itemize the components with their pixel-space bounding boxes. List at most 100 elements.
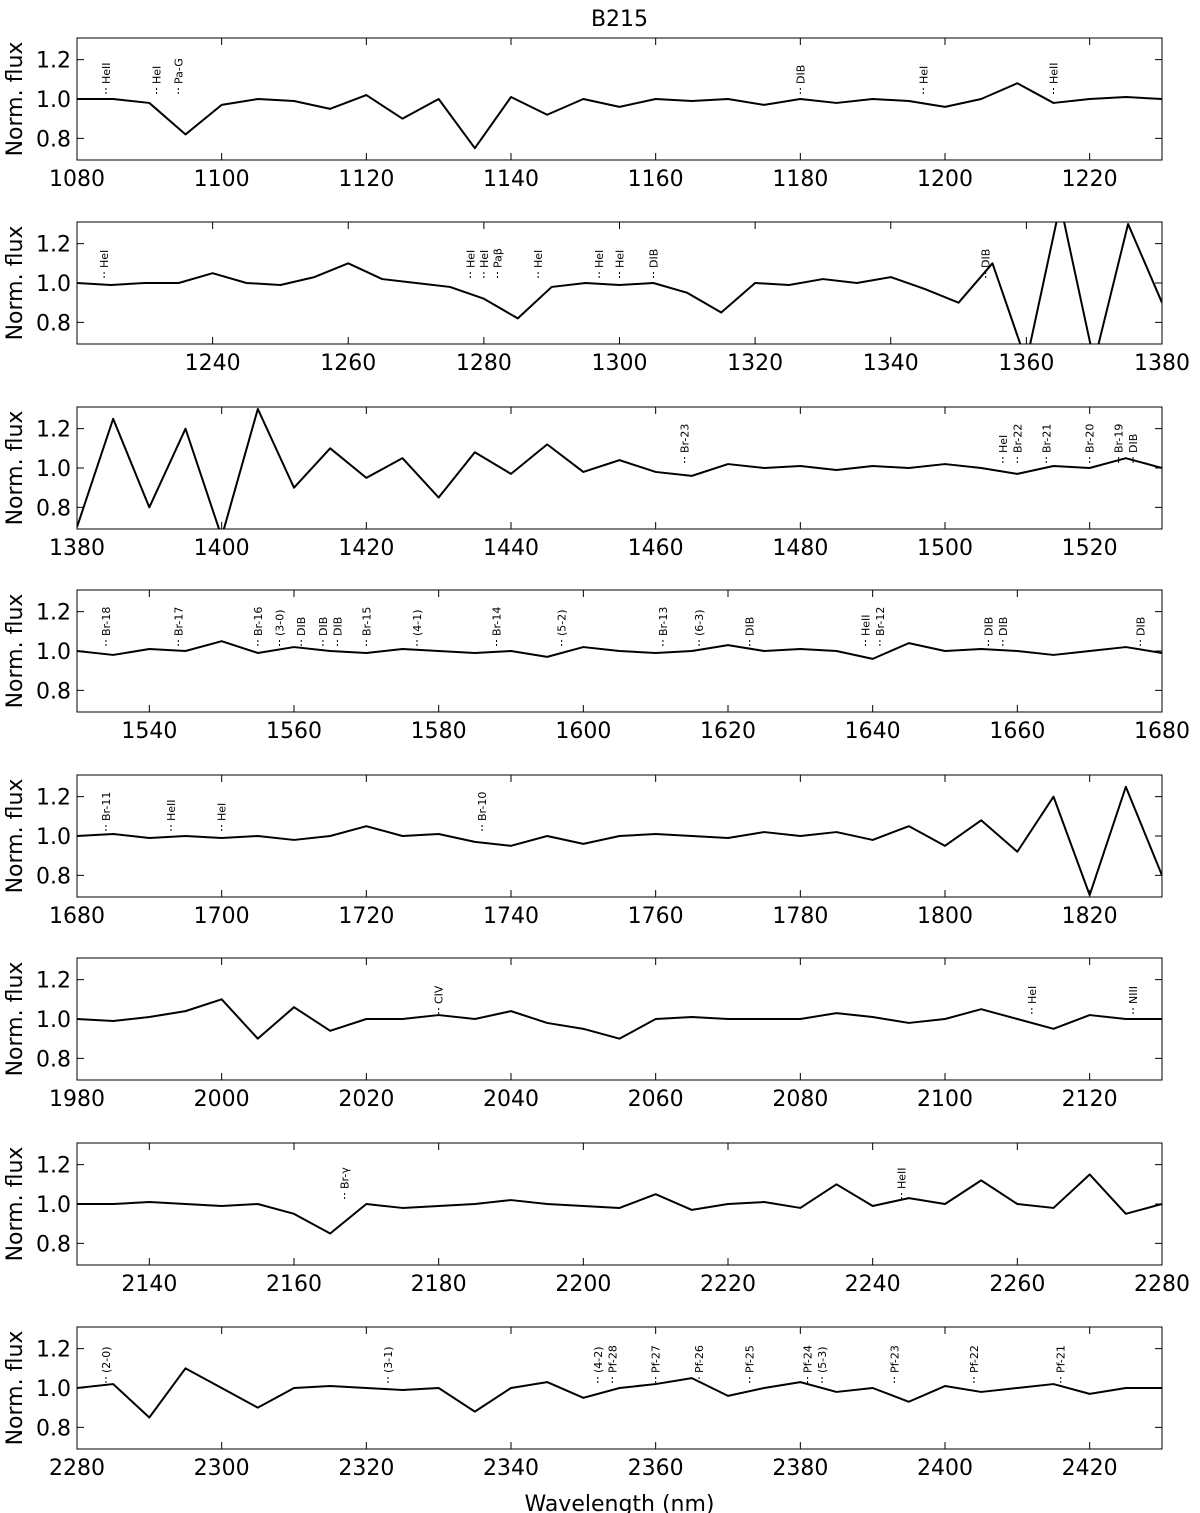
annotation-label: Br-16: [252, 607, 265, 636]
x-tick-label: 2060: [628, 1087, 684, 1112]
y-tick-label: 1.0: [36, 272, 71, 297]
annotation-label: Pa-G: [172, 58, 185, 84]
annotation-label: (5-2): [556, 609, 569, 636]
annotation-label: HeI: [614, 250, 627, 268]
annotation-label: DIB: [794, 65, 807, 84]
panel: Norm. flux 0.8 1.0 1.2 1240 1260 1280 1300 1320 1…: [3, 221, 1190, 376]
annotation-label: HeI: [593, 250, 606, 268]
annotation-label: DIB: [982, 617, 995, 636]
y-axis-label: Norm. flux: [3, 962, 28, 1077]
plot-frame: [76, 589, 1163, 713]
plot-frame: [76, 1326, 1163, 1450]
x-tick-label: 2100: [917, 1087, 973, 1112]
y-tick-label: 0.8: [36, 1416, 71, 1441]
x-tick-label: 1560: [266, 719, 322, 744]
y-tick-label: 0.8: [36, 1232, 71, 1257]
annotation-label: HeI: [997, 435, 1010, 453]
annotation-label: Paβ: [491, 248, 504, 268]
x-tick-label: 2120: [1062, 1087, 1118, 1112]
annotation-label: Br-23: [679, 424, 692, 453]
x-tick-label: 1500: [917, 536, 973, 561]
x-tick-label: 1180: [772, 167, 828, 192]
annotation-label: DIB: [997, 617, 1010, 636]
x-tick-label: 1280: [456, 351, 512, 376]
x-tick-label: 1980: [49, 1087, 105, 1112]
x-tick-label: 1700: [194, 904, 250, 929]
annotation-label: HeII: [100, 62, 113, 84]
x-tick-label: 1680: [49, 904, 105, 929]
x-tick-label: 2180: [411, 1272, 467, 1297]
x-tick-label: 1220: [1062, 167, 1118, 192]
x-tick-label: 2340: [483, 1456, 539, 1481]
y-tick-label: 1.0: [36, 640, 71, 665]
annotation-label: DIB: [317, 617, 330, 636]
y-tick-label: 1.2: [36, 969, 71, 994]
y-axis-label: Norm. flux: [3, 1147, 28, 1262]
spectrum-line: [77, 998, 1162, 1040]
y-tick-label: 1.0: [36, 457, 71, 482]
y-axis-label: Norm. flux: [3, 1331, 28, 1446]
annotation-label: Pf-28: [606, 1345, 619, 1373]
y-tick-label: 1.2: [36, 418, 71, 443]
annotation-label: (3-0): [274, 609, 287, 636]
y-tick-label: 1.0: [36, 88, 71, 113]
x-tick-label: 1380: [49, 536, 105, 561]
annotation-label: (2-0): [100, 1346, 113, 1373]
x-tick-label: 2200: [555, 1272, 611, 1297]
x-tick-label: 1120: [338, 167, 394, 192]
annotation-label: HeI: [216, 803, 229, 821]
spectrum-line: [77, 222, 1162, 344]
annotation-label: Br-19: [1113, 424, 1126, 453]
x-tick-label: 1440: [483, 536, 539, 561]
x-tick-label: 2280: [1134, 1272, 1190, 1297]
plot-frame: [76, 406, 1163, 530]
spectrum-line: [77, 407, 1162, 529]
plot-frame: [76, 957, 1163, 1081]
x-tick-label: 1520: [1062, 536, 1118, 561]
annotation-label: DIB: [295, 617, 308, 636]
y-tick-label: 0.8: [36, 1047, 71, 1072]
y-tick-label: 1.0: [36, 825, 71, 850]
x-tick-label: 2380: [772, 1456, 828, 1481]
spectrum-line: [77, 785, 1162, 897]
y-tick-label: 0.8: [36, 496, 71, 521]
annotation-label: DIB: [1127, 434, 1140, 453]
annotation-label: Br-10: [476, 792, 489, 821]
y-tick-label: 1.2: [36, 601, 71, 626]
annotation-label: Br-17: [172, 607, 185, 636]
annotation-label: Pf-27: [650, 1345, 663, 1373]
x-tick-label: 2000: [194, 1087, 250, 1112]
annotation-label: HeII: [1048, 62, 1061, 84]
annotation-label: (3-1): [382, 1346, 395, 1373]
annotation-label: HeI: [1026, 986, 1039, 1004]
panel: B215 Norm. flux 0.8 1.0 1.2 1080 1100 1120 1140 1…: [3, 7, 1163, 192]
panel: Norm. flux Wavelength (nm) 0.8 1.0 1.2 2280 23…: [3, 1326, 1163, 1513]
panel: Norm. flux 0.8 1.0 1.2 1980 2000 2020 2040 2060 2…: [3, 957, 1163, 1112]
y-tick-label: 0.8: [36, 127, 71, 152]
x-tick-label: 1460: [628, 536, 684, 561]
x-tick-label: 2320: [338, 1456, 394, 1481]
annotation-label: Br-20: [1084, 424, 1097, 453]
annotation-label: Pf-23: [888, 1345, 901, 1373]
annotation-label: HeI: [98, 250, 111, 268]
x-tick-label: 1400: [194, 536, 250, 561]
y-tick-label: 1.2: [36, 1338, 71, 1363]
y-tick-label: 0.8: [36, 864, 71, 889]
annotation-label: DIB: [744, 617, 757, 636]
y-tick-label: 1.0: [36, 1377, 71, 1402]
chart-title: B215: [591, 7, 648, 32]
x-tick-label: 1340: [863, 351, 919, 376]
y-axis-label: Norm. flux: [3, 42, 28, 157]
x-tick-label: 2400: [917, 1456, 973, 1481]
annotation-label: Pf-21: [1055, 1345, 1068, 1373]
annotation-label: Pf-22: [968, 1345, 981, 1373]
x-tick-label: 1380: [1134, 351, 1190, 376]
x-tick-label: 1320: [727, 351, 783, 376]
x-tick-label: 1420: [338, 536, 394, 561]
annotation-label: HeI: [532, 250, 545, 268]
annotation-label: Br-12: [874, 607, 887, 636]
annotation-label: Pf-24: [802, 1345, 815, 1373]
panel: Norm. flux 0.8 1.0 1.2 1540 1560 1580 1600 1620 1…: [3, 589, 1190, 744]
annotation-label: CIV: [433, 985, 446, 1004]
